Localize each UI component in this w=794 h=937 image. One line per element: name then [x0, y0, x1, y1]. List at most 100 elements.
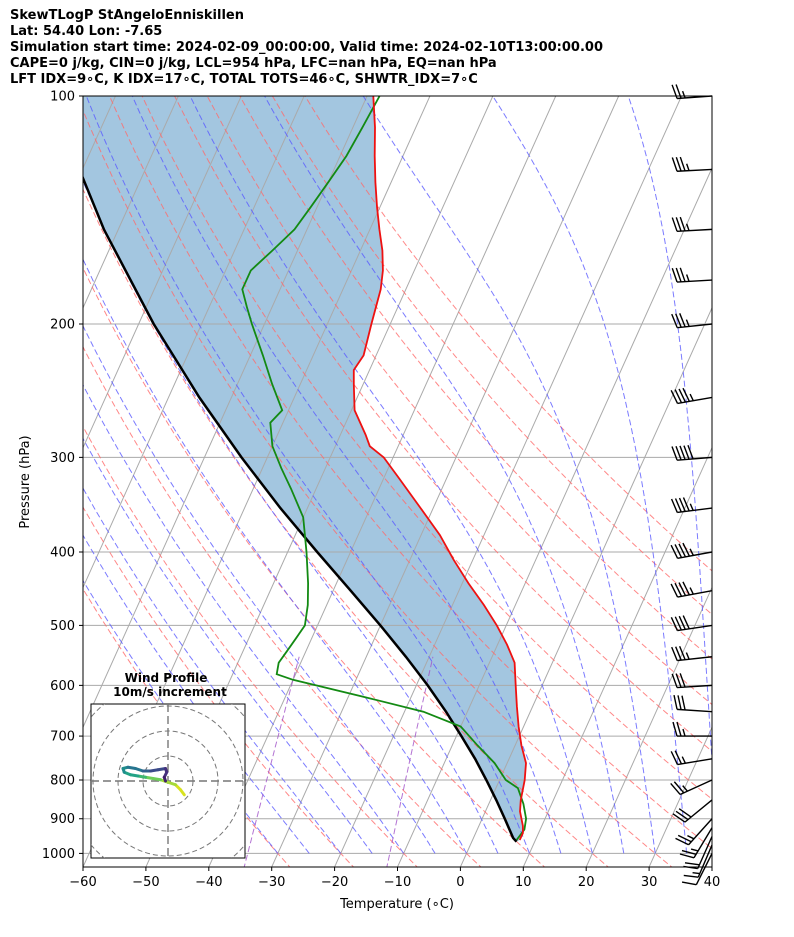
isotherm-line [208, 96, 557, 867]
wind-barb [670, 387, 713, 405]
barb-half-flag [681, 90, 686, 99]
barb-flag [681, 695, 686, 711]
barb-flag [672, 721, 678, 737]
barb-flag [683, 445, 690, 460]
barb-flag [674, 498, 682, 513]
barb-flag [674, 582, 683, 597]
isotherm-line [271, 96, 620, 867]
isotherm-line [334, 96, 683, 867]
moist-adiabat [83, 487, 342, 854]
x-tick-label: −10 [384, 875, 411, 890]
isotherm-line [83, 96, 368, 729]
barb-staff [677, 684, 713, 689]
x-tick-label: −50 [132, 875, 159, 890]
barb-flag [675, 84, 682, 99]
dry-adiabat [83, 109, 673, 867]
barb-flag [682, 497, 690, 512]
dry-adiabat [83, 188, 609, 867]
cape-shading [83, 96, 526, 842]
y-axis-label: Pressure (hPa) [18, 435, 33, 528]
wind-barb [670, 750, 713, 766]
barb-flag [671, 84, 678, 99]
barb-flag [670, 544, 679, 559]
isotherm-line [83, 96, 305, 589]
barb-flag [679, 216, 686, 232]
dry-adiabat [271, 96, 712, 616]
x-tick-label: 30 [641, 875, 658, 890]
barb-staff [677, 279, 713, 283]
moist-adiabat [131, 96, 562, 854]
barb-flag [678, 645, 686, 660]
barb-flag [670, 583, 679, 598]
barb-flag [672, 813, 686, 823]
wind-barb [671, 156, 713, 172]
barb-half-flag [689, 393, 694, 401]
barb-staff [697, 836, 713, 869]
y-tick-label: 300 [50, 451, 75, 466]
dry-adiabat [83, 266, 546, 867]
barb-staff [677, 95, 713, 100]
barb-half-flag [685, 319, 690, 327]
barb-flag [679, 853, 695, 859]
y-tick-label: 100 [50, 90, 75, 105]
dry-adiabat [304, 96, 712, 572]
moist-adiabat [83, 324, 436, 854]
isotherm-line [648, 726, 712, 867]
barb-half-flag [689, 548, 694, 556]
barb-flag [671, 157, 678, 172]
temperature-line [352, 96, 527, 841]
barb-half-flag [686, 163, 690, 171]
hodograph-subtitle: 10m/s increment [113, 685, 227, 699]
wind-barb [681, 853, 713, 886]
wind-barb [670, 779, 713, 796]
barb-staff [677, 551, 713, 559]
barb-half-flag [690, 848, 699, 852]
y-tick-label: 200 [50, 318, 75, 333]
barb-flag [687, 445, 694, 460]
barb-flag [671, 646, 678, 661]
moist-adiabat [362, 96, 656, 854]
barb-flag [679, 313, 686, 328]
barb-half-flag [689, 587, 694, 595]
y-tick-label: 500 [50, 619, 75, 634]
barb-half-flag [685, 652, 690, 660]
barb-flag [682, 615, 690, 630]
barb-flag [670, 617, 679, 631]
wind-barbs [670, 84, 713, 886]
y-tick-label: 1000 [42, 847, 75, 862]
barb-staff [677, 228, 713, 233]
barb-flag [682, 581, 690, 596]
moist-adiabat [83, 437, 373, 854]
barb-staff [677, 456, 713, 461]
hodograph-inset: Wind Profile 10m/s increment [90, 671, 246, 859]
dry-adiabat [109, 96, 712, 850]
dry-adiabat [141, 96, 712, 800]
barb-flag [678, 543, 687, 558]
barb-flag [675, 673, 682, 688]
figure-header: SkewTLogP StAngeloEnniskillen Lat: 54.40… [10, 8, 603, 88]
isotherm-line [711, 865, 712, 867]
isotherm-line [774, 96, 794, 869]
moist-adiabat [83, 180, 499, 854]
barb-flag [677, 695, 682, 710]
barb-flag [683, 874, 699, 878]
barb-staff [697, 844, 713, 878]
dry-adiabat [174, 96, 712, 752]
barb-half-flag [681, 756, 686, 764]
title-line-latlon: Lat: 54.40 Lon: -7.65 [10, 24, 163, 39]
barb-flag [674, 389, 683, 404]
barb-flag [679, 445, 686, 460]
barb-flag [671, 313, 678, 328]
wind-barb [673, 694, 713, 713]
barb-staff [677, 507, 713, 514]
wind-barb [671, 267, 713, 283]
y-tick-label: 800 [50, 774, 75, 789]
wind-barb [671, 673, 713, 689]
x-axis-label: Temperature (∘C) [339, 897, 454, 912]
title-line-station: SkewTLogP StAngeloEnniskillen [10, 8, 244, 23]
dry-adiabat [83, 506, 355, 867]
title-line-indices: LFT IDX=9∘C, K IDX=17∘C, TOTAL TOTS=46∘C… [10, 72, 478, 87]
barb-flag [670, 498, 678, 513]
dry-adiabat [206, 96, 712, 706]
